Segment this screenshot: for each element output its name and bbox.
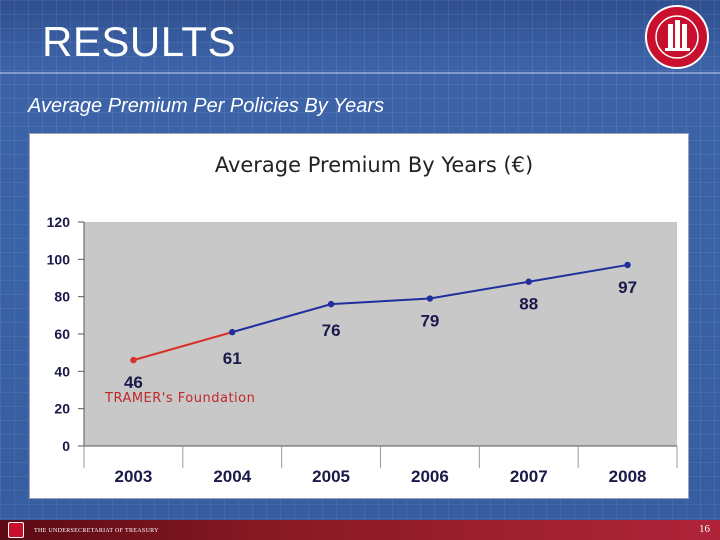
footer-bar: THE UNDERSECRETARIAT OF TREASURY 16 — [0, 520, 720, 540]
data-point — [229, 328, 236, 336]
data-point — [525, 278, 532, 285]
x-tick-label: 2004 — [213, 467, 251, 486]
footer-text: THE UNDERSECRETARIAT OF TREASURY — [34, 528, 159, 534]
data-point — [426, 295, 434, 302]
x-tick-label: 2003 — [115, 467, 153, 486]
data-points — [130, 261, 631, 364]
chart-title: Average Premium By Years (€) — [215, 153, 533, 177]
data-labels: 46 61 76 79 88 97 — [124, 278, 637, 392]
x-tick-label: 2005 — [312, 467, 350, 486]
y-tick-label: 60 — [54, 326, 70, 342]
y-tick-label: 120 — [47, 214, 71, 230]
data-label: 88 — [519, 295, 538, 314]
data-label: 76 — [322, 321, 341, 340]
data-label: 79 — [420, 312, 439, 331]
data-point — [130, 356, 137, 364]
x-tick-label: 2007 — [510, 467, 548, 486]
data-label: 61 — [223, 349, 242, 368]
y-tick-label: 0 — [62, 438, 70, 454]
data-label: 97 — [618, 278, 637, 297]
footer-logo-icon — [8, 522, 24, 538]
y-tick-label: 40 — [54, 363, 70, 379]
x-tick-label: 2008 — [609, 467, 647, 486]
page-number: 16 — [699, 523, 710, 535]
plot-area — [84, 222, 677, 446]
series-line — [133, 331, 233, 362]
y-axis: 0 20 40 60 80 100 120 — [47, 214, 85, 454]
y-tick-label: 100 — [47, 251, 71, 267]
x-axis: 2003 2004 2005 2006 2007 2008 — [83, 445, 678, 486]
slide-subtitle: Average Premium Per Policies By Years — [28, 95, 385, 117]
tramer-foundation-annotation: TRAMER's Foundation — [104, 391, 255, 406]
x-tick-label: 2006 — [411, 467, 449, 486]
slide-title: RESULTS — [42, 18, 237, 65]
data-point — [624, 261, 631, 269]
chart-panel: Average Premium By Years (€) 0 20 40 60 80 10… — [29, 133, 689, 499]
title-divider — [0, 72, 720, 74]
data-label: 46 — [124, 373, 143, 392]
premium-line-chart: Average Premium By Years (€) 0 20 40 60 80 10… — [47, 153, 678, 486]
treasury-logo-icon — [645, 5, 709, 69]
data-point — [327, 300, 335, 308]
y-tick-label: 80 — [54, 289, 70, 305]
y-tick-label: 20 — [54, 401, 70, 417]
